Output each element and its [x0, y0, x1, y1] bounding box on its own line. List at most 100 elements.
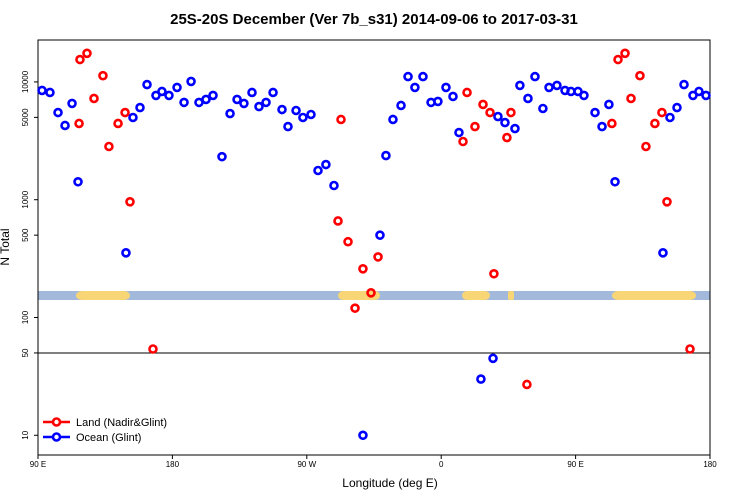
point: [135, 102, 145, 113]
point: [607, 118, 617, 129]
point: [73, 176, 83, 187]
point: [142, 79, 152, 90]
point: [53, 107, 63, 118]
point: [448, 91, 458, 102]
point: [454, 127, 464, 138]
point: [657, 107, 667, 118]
point: [350, 303, 360, 313]
point: [604, 99, 614, 110]
point: [186, 76, 196, 87]
point: [306, 109, 316, 120]
x-axis-label: Longitude (deg E): [342, 476, 437, 490]
point: [232, 94, 242, 105]
point: [530, 71, 540, 82]
point: [476, 374, 486, 384]
land-patch: [612, 291, 696, 300]
point: [120, 107, 130, 118]
point: [381, 150, 391, 161]
point: [201, 94, 211, 105]
point: [313, 165, 323, 176]
point: [208, 90, 218, 101]
point: [298, 112, 308, 123]
point: [485, 107, 495, 118]
point: [225, 108, 235, 119]
point: [552, 80, 562, 91]
point: [396, 100, 406, 111]
point: [662, 197, 672, 207]
point: [67, 98, 77, 109]
y-tick-label: 5000: [21, 108, 30, 126]
point: [679, 79, 689, 90]
point: [458, 136, 468, 147]
land-patch: [508, 291, 514, 300]
point: [658, 248, 668, 258]
point: [239, 98, 249, 109]
x-tick-label: 90 E: [567, 460, 583, 469]
point: [544, 82, 554, 93]
y-axis-label: N Total: [0, 228, 12, 265]
point: [515, 80, 525, 91]
point: [164, 90, 174, 101]
point: [701, 90, 711, 101]
point: [343, 236, 353, 247]
point: [157, 86, 167, 97]
point: [128, 112, 138, 123]
point: [489, 268, 499, 279]
y-tick-label: 10: [21, 430, 30, 439]
y-tick-label: 100: [21, 310, 30, 324]
point: [375, 230, 385, 240]
point: [366, 288, 376, 298]
point: [283, 121, 293, 132]
point: [74, 118, 84, 129]
point: [500, 117, 510, 128]
point: [37, 85, 47, 96]
point: [321, 159, 331, 170]
point: [148, 344, 158, 354]
point: [462, 87, 472, 98]
point: [418, 71, 428, 82]
land-patch: [462, 291, 490, 300]
point: [121, 248, 131, 258]
point: [610, 176, 620, 187]
point: [502, 132, 512, 143]
legend-label: Land (Nadir&Glint): [76, 417, 167, 429]
point: [179, 97, 189, 108]
point: [403, 71, 413, 82]
point: [685, 344, 695, 354]
point: [358, 430, 368, 441]
point: [635, 70, 645, 81]
point: [113, 118, 123, 129]
point: [60, 120, 70, 131]
x-tick-label: 0: [439, 460, 444, 469]
point: [388, 114, 398, 125]
legend-marker: [51, 432, 62, 442]
point: [247, 87, 257, 98]
point: [358, 264, 368, 274]
point: [613, 54, 623, 65]
point: [641, 141, 651, 152]
point: [172, 82, 182, 93]
point: [433, 96, 443, 107]
y-tick-label: 10000: [21, 70, 30, 93]
point: [506, 107, 516, 118]
point: [650, 118, 660, 129]
point: [523, 93, 533, 104]
land-patch: [338, 291, 380, 300]
point: [329, 180, 339, 191]
point: [590, 107, 600, 118]
point: [89, 93, 99, 104]
point: [410, 82, 420, 93]
point: [261, 97, 271, 108]
point: [104, 141, 114, 152]
point: [620, 48, 630, 59]
point: [98, 70, 108, 81]
point: [470, 121, 480, 132]
point: [291, 105, 301, 116]
point: [694, 86, 704, 97]
point: [336, 114, 346, 125]
point: [254, 101, 264, 112]
point: [579, 90, 589, 101]
point: [277, 104, 287, 115]
x-tick-label: 90 E: [30, 460, 46, 469]
